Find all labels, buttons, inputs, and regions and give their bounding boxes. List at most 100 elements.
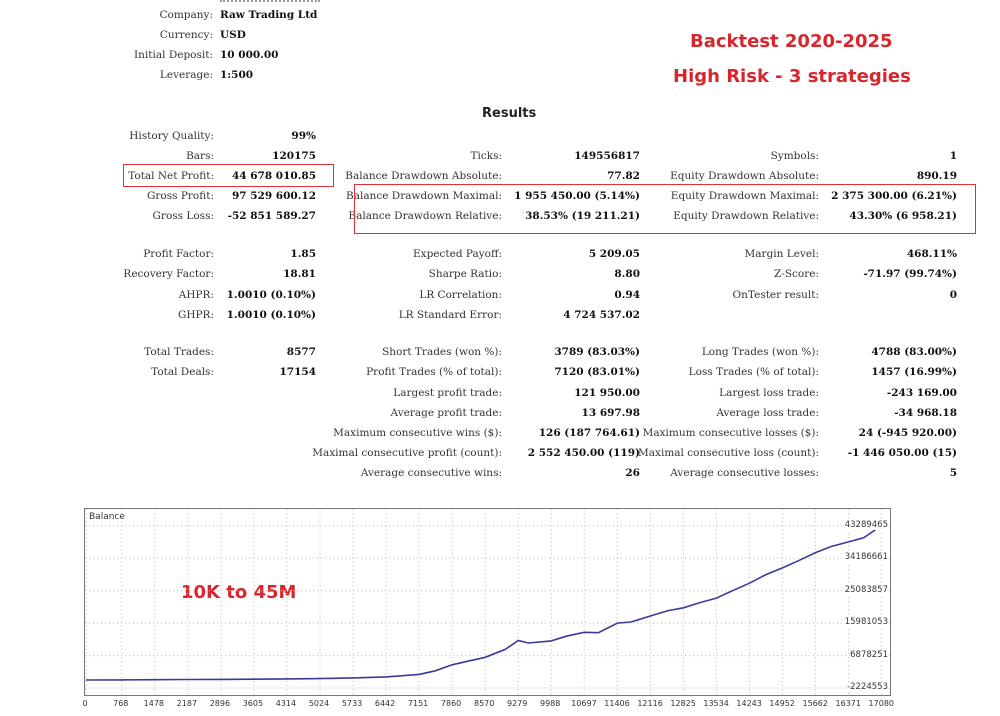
stat-label: Maximum consecutive losses ($): bbox=[642, 427, 819, 439]
stat-value: 24 (-945 920.00) bbox=[858, 427, 957, 439]
stat-value: -52 851 589.27 bbox=[227, 210, 316, 222]
header-value: 10 000.00 bbox=[220, 49, 279, 61]
x-tick-label: 14243 bbox=[736, 699, 762, 708]
stat-label: Recovery Factor: bbox=[123, 268, 214, 280]
stat-label: GHPR: bbox=[177, 309, 214, 321]
stat-label: History Quality: bbox=[129, 130, 214, 142]
stat-value: 1.0010 (0.10%) bbox=[226, 309, 316, 321]
stat-label: Gross Profit: bbox=[146, 190, 214, 202]
x-tick-label: 13534 bbox=[703, 699, 729, 708]
stat-value: 1 bbox=[949, 150, 957, 162]
stat-value: 1 955 450.00 (5.14%) bbox=[514, 190, 640, 202]
stat-label: Margin Level: bbox=[744, 248, 819, 260]
y-tick-label: 6878251 bbox=[850, 649, 888, 660]
stat-value: -1 446 050.00 (15) bbox=[847, 447, 957, 459]
x-tick-label: 16371 bbox=[835, 699, 861, 708]
x-tick-label: 2896 bbox=[209, 699, 231, 708]
x-tick-label: 7151 bbox=[407, 699, 429, 708]
stat-label: Symbols: bbox=[770, 150, 819, 162]
y-tick-label: 15981053 bbox=[844, 617, 888, 628]
x-tick-label: 12116 bbox=[637, 699, 663, 708]
top-cut-edge bbox=[220, 0, 320, 2]
x-tick-label: 5733 bbox=[341, 699, 363, 708]
stat-label: Average consecutive wins: bbox=[360, 467, 502, 479]
stat-label: Average profit trade: bbox=[390, 407, 502, 419]
stat-label: Z-Score: bbox=[773, 268, 819, 280]
stat-value: -34 968.18 bbox=[894, 407, 957, 419]
stat-value: 26 bbox=[625, 467, 640, 479]
stat-label: Profit Factor: bbox=[143, 248, 214, 260]
stat-label: Profit Trades (% of total): bbox=[366, 366, 502, 378]
stat-label: Equity Drawdown Maximal: bbox=[670, 190, 819, 202]
stat-value: 8.80 bbox=[614, 268, 640, 280]
stat-label: LR Correlation: bbox=[419, 289, 502, 301]
highlight-net-profit-box bbox=[123, 164, 334, 187]
x-tick-label: 8570 bbox=[473, 699, 495, 708]
x-tick-label: 768 bbox=[113, 699, 129, 708]
header-value: Raw Trading Ltd bbox=[220, 9, 318, 21]
x-tick-label: 11406 bbox=[604, 699, 630, 708]
stat-value: -243 169.00 bbox=[886, 387, 957, 399]
stat-value: 77.82 bbox=[607, 170, 640, 182]
y-tick-label: 43289465 bbox=[844, 519, 888, 530]
stat-label: Total Trades: bbox=[144, 346, 214, 358]
stat-label: LR Standard Error: bbox=[398, 309, 502, 321]
chart-title: Balance bbox=[89, 512, 125, 522]
stat-value: 468.11% bbox=[906, 248, 957, 260]
x-tick-label: 9279 bbox=[507, 699, 528, 708]
stat-value: 2 552 450.00 (119) bbox=[527, 447, 640, 459]
x-tick-label: 9988 bbox=[540, 699, 561, 708]
header-label: Company: bbox=[159, 9, 213, 21]
stat-label: Largest profit trade: bbox=[393, 387, 502, 399]
stat-value: 4788 (83.00%) bbox=[871, 346, 957, 358]
stat-value: 5 bbox=[949, 467, 957, 479]
balance-series-line bbox=[85, 520, 886, 681]
headline-line1: Backtest 2020-2025 bbox=[690, 31, 893, 52]
balance-chart: Balance 10K to 45M 43289465 34186661 25083… bbox=[84, 508, 891, 696]
stat-label: Maximal consecutive loss (count): bbox=[638, 447, 819, 459]
x-tick-label: 15662 bbox=[802, 699, 828, 708]
stat-label: Average consecutive losses: bbox=[670, 467, 819, 479]
stat-label: Short Trades (won %): bbox=[382, 346, 502, 358]
x-tick-label: 12825 bbox=[670, 699, 696, 708]
stat-label: AHPR: bbox=[178, 289, 214, 301]
stat-label: Gross Loss: bbox=[152, 210, 214, 222]
y-tick-label: 25083857 bbox=[844, 584, 888, 595]
stat-value: 0.94 bbox=[614, 289, 640, 301]
x-tick-label: 17080 bbox=[868, 699, 894, 708]
stat-value: 97 529 600.12 bbox=[231, 190, 316, 202]
stat-label: OnTester result: bbox=[732, 289, 819, 301]
stat-label: Long Trades (won %): bbox=[701, 346, 819, 358]
y-tick-label: 34186661 bbox=[844, 552, 888, 563]
stat-label: Maximum consecutive wins ($): bbox=[333, 427, 502, 439]
stat-label: Equity Drawdown Relative: bbox=[673, 210, 819, 222]
stat-label: Balance Drawdown Maximal: bbox=[345, 190, 502, 202]
stat-value: 18.81 bbox=[283, 268, 316, 280]
stat-label: Average loss trade: bbox=[716, 407, 819, 419]
stat-label: Largest loss trade: bbox=[719, 387, 819, 399]
stat-value: 38.53% (19 211.21) bbox=[525, 210, 640, 222]
stat-value: 1.85 bbox=[290, 248, 316, 260]
stat-value: 5 209.05 bbox=[588, 248, 640, 260]
chart-annotation: 10K to 45M bbox=[181, 582, 297, 603]
results-title: Results bbox=[482, 106, 537, 121]
stat-label: Loss Trades (% of total): bbox=[688, 366, 819, 378]
chart-plot bbox=[85, 509, 890, 695]
x-tick-label: 6442 bbox=[374, 699, 396, 708]
header-value: USD bbox=[220, 29, 246, 41]
x-tick-label: 2187 bbox=[176, 699, 198, 708]
stat-value: 8577 bbox=[286, 346, 316, 358]
highlight-drawdown-box bbox=[354, 184, 976, 234]
x-tick-label: 10697 bbox=[571, 699, 597, 708]
x-tick-label: 3605 bbox=[242, 699, 264, 708]
stat-value: 4 724 537.02 bbox=[563, 309, 640, 321]
stat-label: Balance Drawdown Absolute: bbox=[345, 170, 502, 182]
x-tick-label: 5024 bbox=[308, 699, 330, 708]
stat-value: 2 375 300.00 (6.21%) bbox=[831, 190, 957, 202]
stat-value: 0 bbox=[949, 289, 957, 301]
stat-label: Total Net Profit: bbox=[128, 170, 214, 182]
stat-value: 17154 bbox=[279, 366, 316, 378]
stat-value: 149556817 bbox=[574, 150, 640, 162]
x-tick-label: 0 bbox=[82, 699, 88, 708]
y-tick-label: -2224553 bbox=[847, 682, 888, 692]
